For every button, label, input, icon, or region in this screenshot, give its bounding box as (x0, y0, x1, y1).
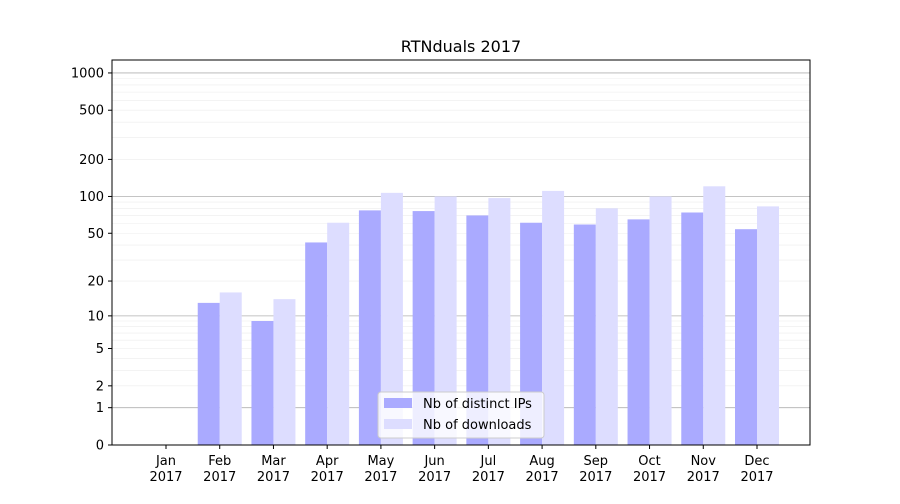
x-tick-label: 2017 (687, 470, 720, 485)
bar-downloads (757, 206, 779, 445)
legend-box (377, 391, 545, 439)
y-tick-label: 50 (87, 227, 104, 242)
x-tick-label: Apr (316, 454, 339, 469)
x-tick-label: 2017 (311, 470, 344, 485)
y-tick-label: 2 (96, 379, 104, 394)
x-tick-label: May (367, 454, 394, 469)
bar-distinct-ips (251, 321, 274, 445)
plot-frame (111, 59, 811, 446)
x-tick-label: 2017 (579, 470, 612, 485)
x-tick-label: Dec (744, 454, 769, 469)
y-tick-label: 5 (96, 342, 104, 357)
y-tick-label: 200 (79, 153, 104, 168)
x-tick-label: 2017 (418, 470, 451, 485)
bar-distinct-ips (573, 224, 596, 445)
bar-distinct-ips (466, 215, 489, 445)
x-tick-label: 2017 (526, 470, 559, 485)
x-tick-label: 2017 (364, 470, 397, 485)
bar-downloads (273, 299, 296, 445)
bar-downloads (488, 198, 511, 445)
y-tick-label: 0 (96, 439, 104, 454)
bar-downloads (327, 222, 350, 445)
bar-downloads (542, 190, 565, 445)
bar-downloads (380, 192, 403, 445)
legend-swatch (384, 398, 412, 408)
bar-distinct-ips (681, 212, 704, 445)
legend-label: Nb of downloads (423, 418, 532, 433)
y-tick-label: 1000 (71, 66, 104, 81)
x-tick-label: Jan (155, 454, 176, 469)
bar-distinct-ips (412, 211, 435, 445)
x-tick-label: Sep (584, 454, 609, 469)
x-tick-label: Nov (691, 454, 717, 469)
bar-downloads (649, 196, 672, 445)
x-tick-label: 2017 (203, 470, 236, 485)
y-tick-label: 10 (87, 309, 104, 324)
y-tick-label: 500 (79, 104, 104, 119)
bar-downloads (434, 196, 457, 445)
legend-swatch (384, 419, 412, 429)
x-tick-label: 2017 (472, 470, 505, 485)
x-tick-label: 2017 (740, 470, 773, 485)
bar-downloads (595, 208, 618, 445)
x-tick-label: Mar (261, 454, 286, 469)
x-tick-label: Jul (480, 454, 497, 469)
x-tick-label: 2017 (257, 470, 290, 485)
legend-label: Nb of distinct IPs (423, 397, 532, 412)
bar-distinct-ips (627, 219, 650, 445)
x-tick-label: Feb (208, 454, 231, 469)
y-tick-label: 20 (87, 275, 104, 290)
bar-distinct-ips (197, 302, 220, 445)
legend: Nb of distinct IPs Nb of downloads (377, 391, 545, 439)
bar-downloads (703, 186, 726, 445)
bar-distinct-ips (735, 229, 757, 445)
x-tick-label: 2017 (149, 470, 182, 485)
bar-distinct-ips (520, 222, 543, 445)
x-tick-label: Aug (529, 454, 554, 469)
x-tick-label: Oct (638, 454, 660, 469)
x-tick-label: Jun (423, 454, 444, 469)
bar-distinct-ips (305, 242, 328, 445)
y-tick-label: 100 (79, 190, 104, 205)
x-tick-label: 2017 (633, 470, 666, 485)
bar-distinct-ips (358, 210, 381, 445)
y-tick-label: 1 (96, 401, 104, 416)
chart-title: RTNduals 2017 (401, 37, 521, 56)
bar-downloads (219, 292, 242, 445)
